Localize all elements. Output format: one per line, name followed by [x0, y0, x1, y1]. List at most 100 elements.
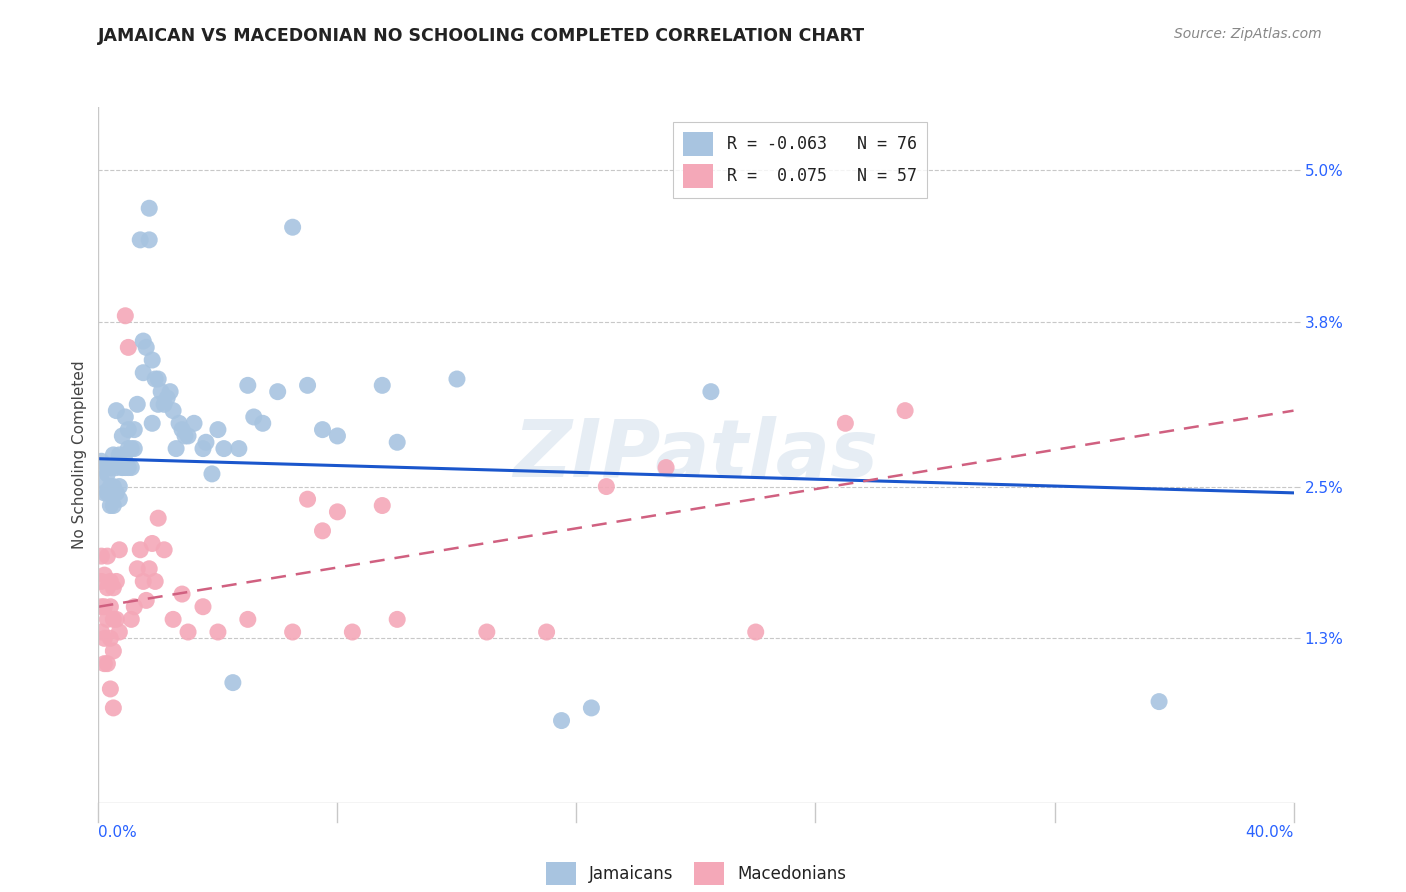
Point [120, 612, 142, 626]
Point [103, 701, 125, 715]
Point [103, 499, 125, 513]
Point [371, 378, 394, 392]
Point [105, 403, 128, 417]
Point [297, 492, 319, 507]
Point [114, 460, 136, 475]
Point [148, 397, 170, 411]
Point [132, 334, 155, 348]
Point [111, 460, 134, 475]
Point [138, 201, 160, 215]
Point [114, 309, 136, 323]
Point [252, 417, 274, 431]
Point [207, 625, 229, 640]
Point [108, 625, 131, 640]
Point [385, 612, 409, 626]
Point [96, 549, 118, 563]
Point [93, 657, 115, 671]
Point [103, 448, 125, 462]
Point [153, 542, 176, 557]
Point [191, 599, 214, 614]
Point [162, 612, 184, 626]
Y-axis label: No Schooling Completed: No Schooling Completed [72, 360, 87, 549]
Point [90, 473, 112, 487]
Point [117, 442, 139, 456]
Point [100, 574, 122, 589]
Point [120, 460, 142, 475]
Point [153, 397, 176, 411]
Point [108, 448, 131, 462]
Point [342, 625, 364, 640]
Point [93, 632, 115, 646]
Point [100, 479, 122, 493]
Point [326, 505, 349, 519]
Point [105, 486, 128, 500]
Point [371, 499, 394, 513]
Point [114, 454, 136, 468]
Point [127, 562, 149, 576]
Point [103, 612, 125, 626]
Point [132, 366, 155, 380]
Point [103, 479, 125, 493]
Point [100, 632, 122, 646]
Point [326, 429, 349, 443]
Point [536, 625, 558, 640]
Point [174, 429, 197, 443]
Point [172, 587, 194, 601]
Point [132, 574, 155, 589]
Point [100, 499, 122, 513]
Point [100, 681, 122, 696]
Point [311, 524, 333, 538]
Point [1147, 695, 1170, 709]
Point [111, 460, 134, 475]
Point [114, 409, 136, 424]
Point [236, 378, 259, 392]
Point [183, 417, 205, 431]
Point [90, 574, 112, 589]
Point [222, 675, 245, 690]
Point [138, 233, 160, 247]
Point [108, 492, 131, 507]
Point [93, 460, 115, 475]
Point [143, 372, 166, 386]
Point [177, 429, 200, 443]
Point [212, 442, 235, 456]
Point [550, 714, 572, 728]
Point [96, 486, 118, 500]
Point [100, 460, 122, 475]
Point [105, 574, 128, 589]
Point [143, 574, 166, 589]
Point [105, 612, 128, 626]
Point [90, 454, 112, 468]
Text: Source: ZipAtlas.com: Source: ZipAtlas.com [1174, 27, 1322, 41]
Point [311, 423, 333, 437]
Point [243, 409, 266, 424]
Point [162, 403, 184, 417]
Point [167, 417, 190, 431]
Point [124, 599, 146, 614]
Point [96, 467, 118, 481]
Point [267, 384, 290, 399]
Point [96, 657, 118, 671]
Point [475, 625, 498, 640]
Point [108, 479, 131, 493]
Legend: Jamaicans, Macedonians: Jamaicans, Macedonians [540, 855, 852, 892]
Point [117, 340, 139, 354]
Point [236, 612, 259, 626]
Point [105, 460, 128, 475]
Point [150, 384, 173, 399]
Point [172, 423, 194, 437]
Point [195, 435, 218, 450]
Point [207, 423, 229, 437]
Point [745, 625, 768, 640]
Point [655, 460, 678, 475]
Point [117, 423, 139, 437]
Point [446, 372, 468, 386]
Point [191, 442, 214, 456]
Point [103, 644, 125, 658]
Point [834, 417, 856, 431]
Point [90, 549, 112, 563]
Point [281, 625, 304, 640]
Point [156, 391, 179, 405]
Text: 40.0%: 40.0% [1246, 825, 1294, 840]
Point [138, 562, 160, 576]
